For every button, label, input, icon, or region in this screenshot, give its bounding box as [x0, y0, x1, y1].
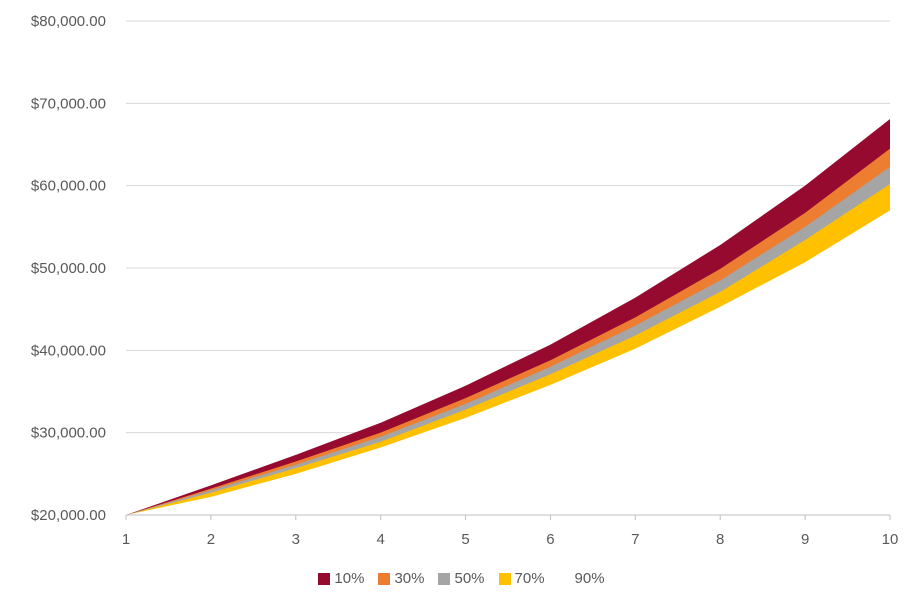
legend-item: 90%	[558, 570, 605, 587]
legend-label: 30%	[394, 570, 425, 587]
legend-label: 90%	[574, 570, 605, 587]
legend-item: 70%	[498, 570, 545, 587]
legend-swatch	[438, 572, 451, 585]
x-tick-label: 10	[882, 531, 899, 548]
x-tick-label: 8	[716, 531, 724, 548]
area-series-90pct	[126, 210, 890, 515]
y-tick-label: $20,000.00	[31, 507, 106, 524]
x-tick-label: 3	[292, 531, 300, 548]
y-tick-label: $40,000.00	[31, 342, 106, 359]
chart-legend: 10% 30% 50% 70% 90%	[0, 570, 923, 587]
x-tick-label: 5	[461, 531, 469, 548]
legend-item: 10%	[318, 570, 364, 587]
legend-swatch	[498, 572, 511, 585]
y-tick-label: $60,000.00	[31, 178, 106, 195]
x-tick-label: 4	[376, 531, 384, 548]
legend-item: 30%	[378, 570, 424, 587]
legend-label: 10%	[334, 570, 365, 587]
y-tick-label: $30,000.00	[31, 425, 106, 442]
x-tick-label: 9	[801, 531, 809, 548]
legend-swatch	[318, 572, 331, 585]
y-tick-label: $50,000.00	[31, 260, 106, 277]
x-tick-label: 6	[546, 531, 554, 548]
x-tick-label: 2	[207, 531, 215, 548]
legend-label: 70%	[514, 570, 545, 587]
y-tick-label: $70,000.00	[31, 95, 106, 112]
x-tick-label: 1	[122, 531, 130, 548]
legend-swatch	[378, 572, 391, 585]
y-tick-label: $80,000.00	[31, 13, 106, 30]
legend-swatch	[558, 572, 571, 585]
legend-item: 50%	[438, 570, 485, 587]
legend-label: 50%	[454, 570, 485, 587]
x-tick-label: 7	[631, 531, 639, 548]
